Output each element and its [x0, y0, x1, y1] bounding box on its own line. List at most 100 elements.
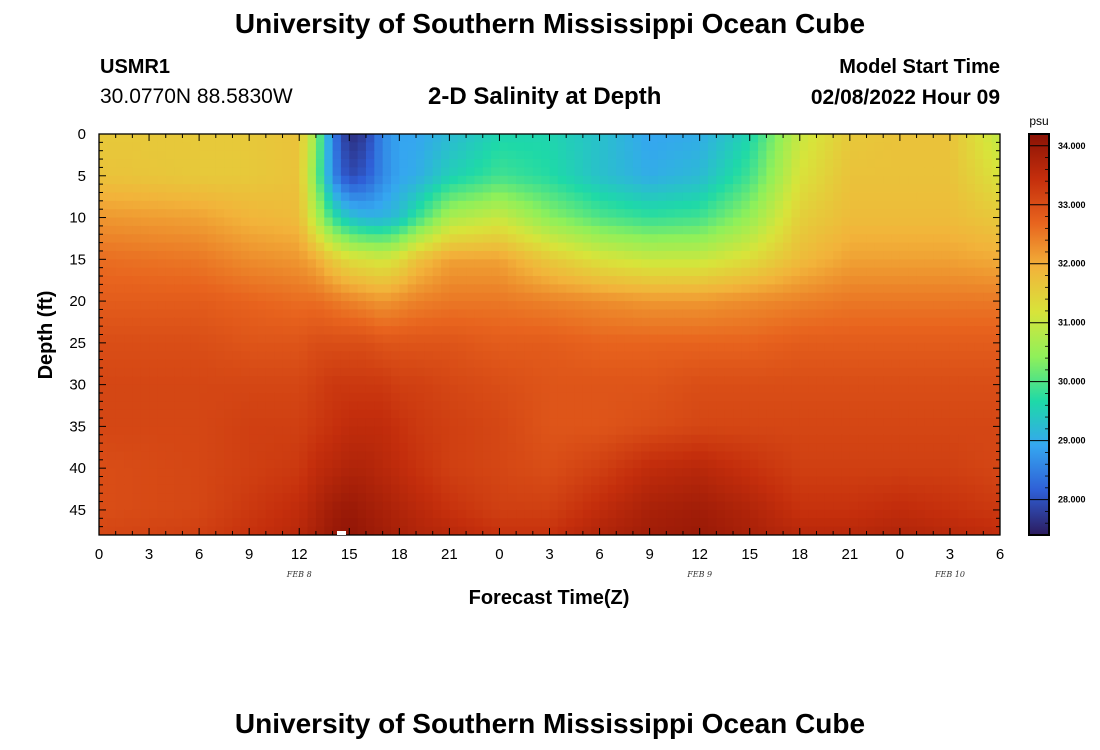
heatmap-cell — [190, 167, 200, 177]
heatmap-cell — [991, 443, 1000, 453]
heatmap-cell — [883, 234, 893, 244]
heatmap-cell — [841, 159, 851, 169]
heatmap-cell — [524, 150, 534, 160]
heatmap-cell — [507, 217, 517, 227]
heatmap-cell — [399, 451, 409, 461]
heatmap-cell — [866, 418, 876, 427]
heatmap-cell — [783, 326, 793, 336]
heatmap-cell — [808, 267, 818, 277]
heatmap-cell — [657, 359, 667, 369]
model-start-label: Model Start Time — [839, 56, 1000, 78]
heatmap-cell — [132, 509, 142, 519]
heatmap-cell — [349, 409, 359, 419]
heatmap-cell — [382, 225, 392, 235]
heatmap-cell — [749, 301, 759, 311]
heatmap-cell — [833, 418, 843, 427]
heatmap-cell — [174, 192, 184, 202]
heatmap-cell — [933, 426, 943, 436]
heatmap-cell — [491, 301, 501, 311]
heatmap-cell — [432, 367, 442, 377]
heatmap-cell — [858, 267, 868, 277]
heatmap-cell — [457, 159, 467, 169]
heatmap-cell — [791, 184, 801, 194]
heatmap-cell — [240, 200, 250, 210]
heatmap-cell — [933, 468, 943, 478]
heatmap-cell — [199, 409, 209, 419]
heatmap-cell — [174, 317, 184, 327]
heatmap-cell — [924, 392, 934, 402]
heatmap-cell — [157, 459, 167, 469]
heatmap-cell — [199, 418, 209, 427]
heatmap-cell — [808, 351, 818, 361]
heatmap-cell — [332, 434, 342, 444]
heatmap-cell — [199, 392, 209, 402]
heatmap-cell — [132, 434, 142, 444]
heatmap-cell — [649, 276, 659, 285]
heatmap-cell — [407, 459, 417, 469]
heatmap-cell — [441, 359, 450, 369]
heatmap-cell — [482, 501, 492, 511]
heatmap-cell — [908, 284, 918, 294]
heatmap-cell — [566, 250, 576, 260]
heatmap-cell — [591, 468, 601, 478]
heatmap-cell — [207, 159, 217, 169]
heatmap-cell — [107, 351, 117, 361]
heatmap-cell — [499, 409, 509, 419]
heatmap-cell — [858, 192, 868, 202]
heatmap-cell — [816, 434, 826, 444]
heatmap-cell — [682, 351, 692, 361]
heatmap-cell — [916, 493, 926, 503]
heatmap-cell — [365, 159, 375, 169]
heatmap-cell — [157, 326, 167, 336]
heatmap-cell — [365, 426, 375, 436]
heatmap-cell — [991, 342, 1000, 352]
heatmap-cell — [632, 376, 642, 386]
heatmap-cell — [390, 367, 400, 377]
heatmap-cell — [616, 250, 626, 260]
heatmap-cell — [299, 493, 309, 503]
heatmap-cell — [432, 267, 442, 277]
heatmap-cell — [616, 326, 626, 336]
heatmap-cell — [632, 476, 642, 486]
heatmap-cell — [883, 317, 893, 327]
heatmap-cell — [215, 250, 225, 260]
heatmap-cell — [549, 234, 559, 244]
heatmap-cell — [324, 242, 334, 252]
heatmap-cell — [657, 476, 667, 486]
heatmap-cell — [766, 459, 776, 469]
heatmap-cell — [466, 476, 476, 486]
heatmap-cell — [532, 200, 542, 210]
heatmap-cell — [157, 443, 167, 453]
heatmap-cell — [507, 509, 517, 519]
heatmap-cell — [933, 367, 943, 377]
heatmap-cell — [182, 392, 192, 402]
heatmap-cell — [899, 225, 909, 235]
heatmap-cell — [307, 501, 317, 511]
heatmap-cell — [199, 509, 209, 519]
heatmap-cell — [674, 384, 684, 394]
heatmap-cell — [441, 493, 450, 503]
heatmap-cell — [182, 468, 192, 478]
heatmap-cell — [290, 217, 300, 227]
heatmap-cell — [682, 493, 692, 503]
heatmap-cell — [766, 159, 776, 169]
heatmap-cell — [149, 484, 158, 494]
heatmap-cell — [140, 317, 150, 327]
heatmap-cell — [599, 200, 609, 210]
heatmap-cell — [783, 392, 793, 402]
heatmap-cell — [307, 142, 317, 152]
heatmap-cell — [657, 376, 667, 386]
heatmap-cell — [791, 468, 801, 478]
heatmap-cell — [716, 200, 726, 210]
heatmap-cell — [682, 167, 692, 177]
heatmap-cell — [916, 276, 926, 285]
heatmap-cell — [199, 276, 209, 285]
heatmap-cell — [833, 451, 843, 461]
heatmap-cell — [257, 342, 267, 352]
heatmap-cell — [541, 184, 551, 194]
heatmap-cell — [908, 292, 918, 302]
heatmap-cell — [282, 309, 292, 319]
heatmap-cell — [140, 200, 150, 210]
heatmap-cell — [524, 392, 534, 402]
heatmap-cell — [991, 159, 1000, 169]
